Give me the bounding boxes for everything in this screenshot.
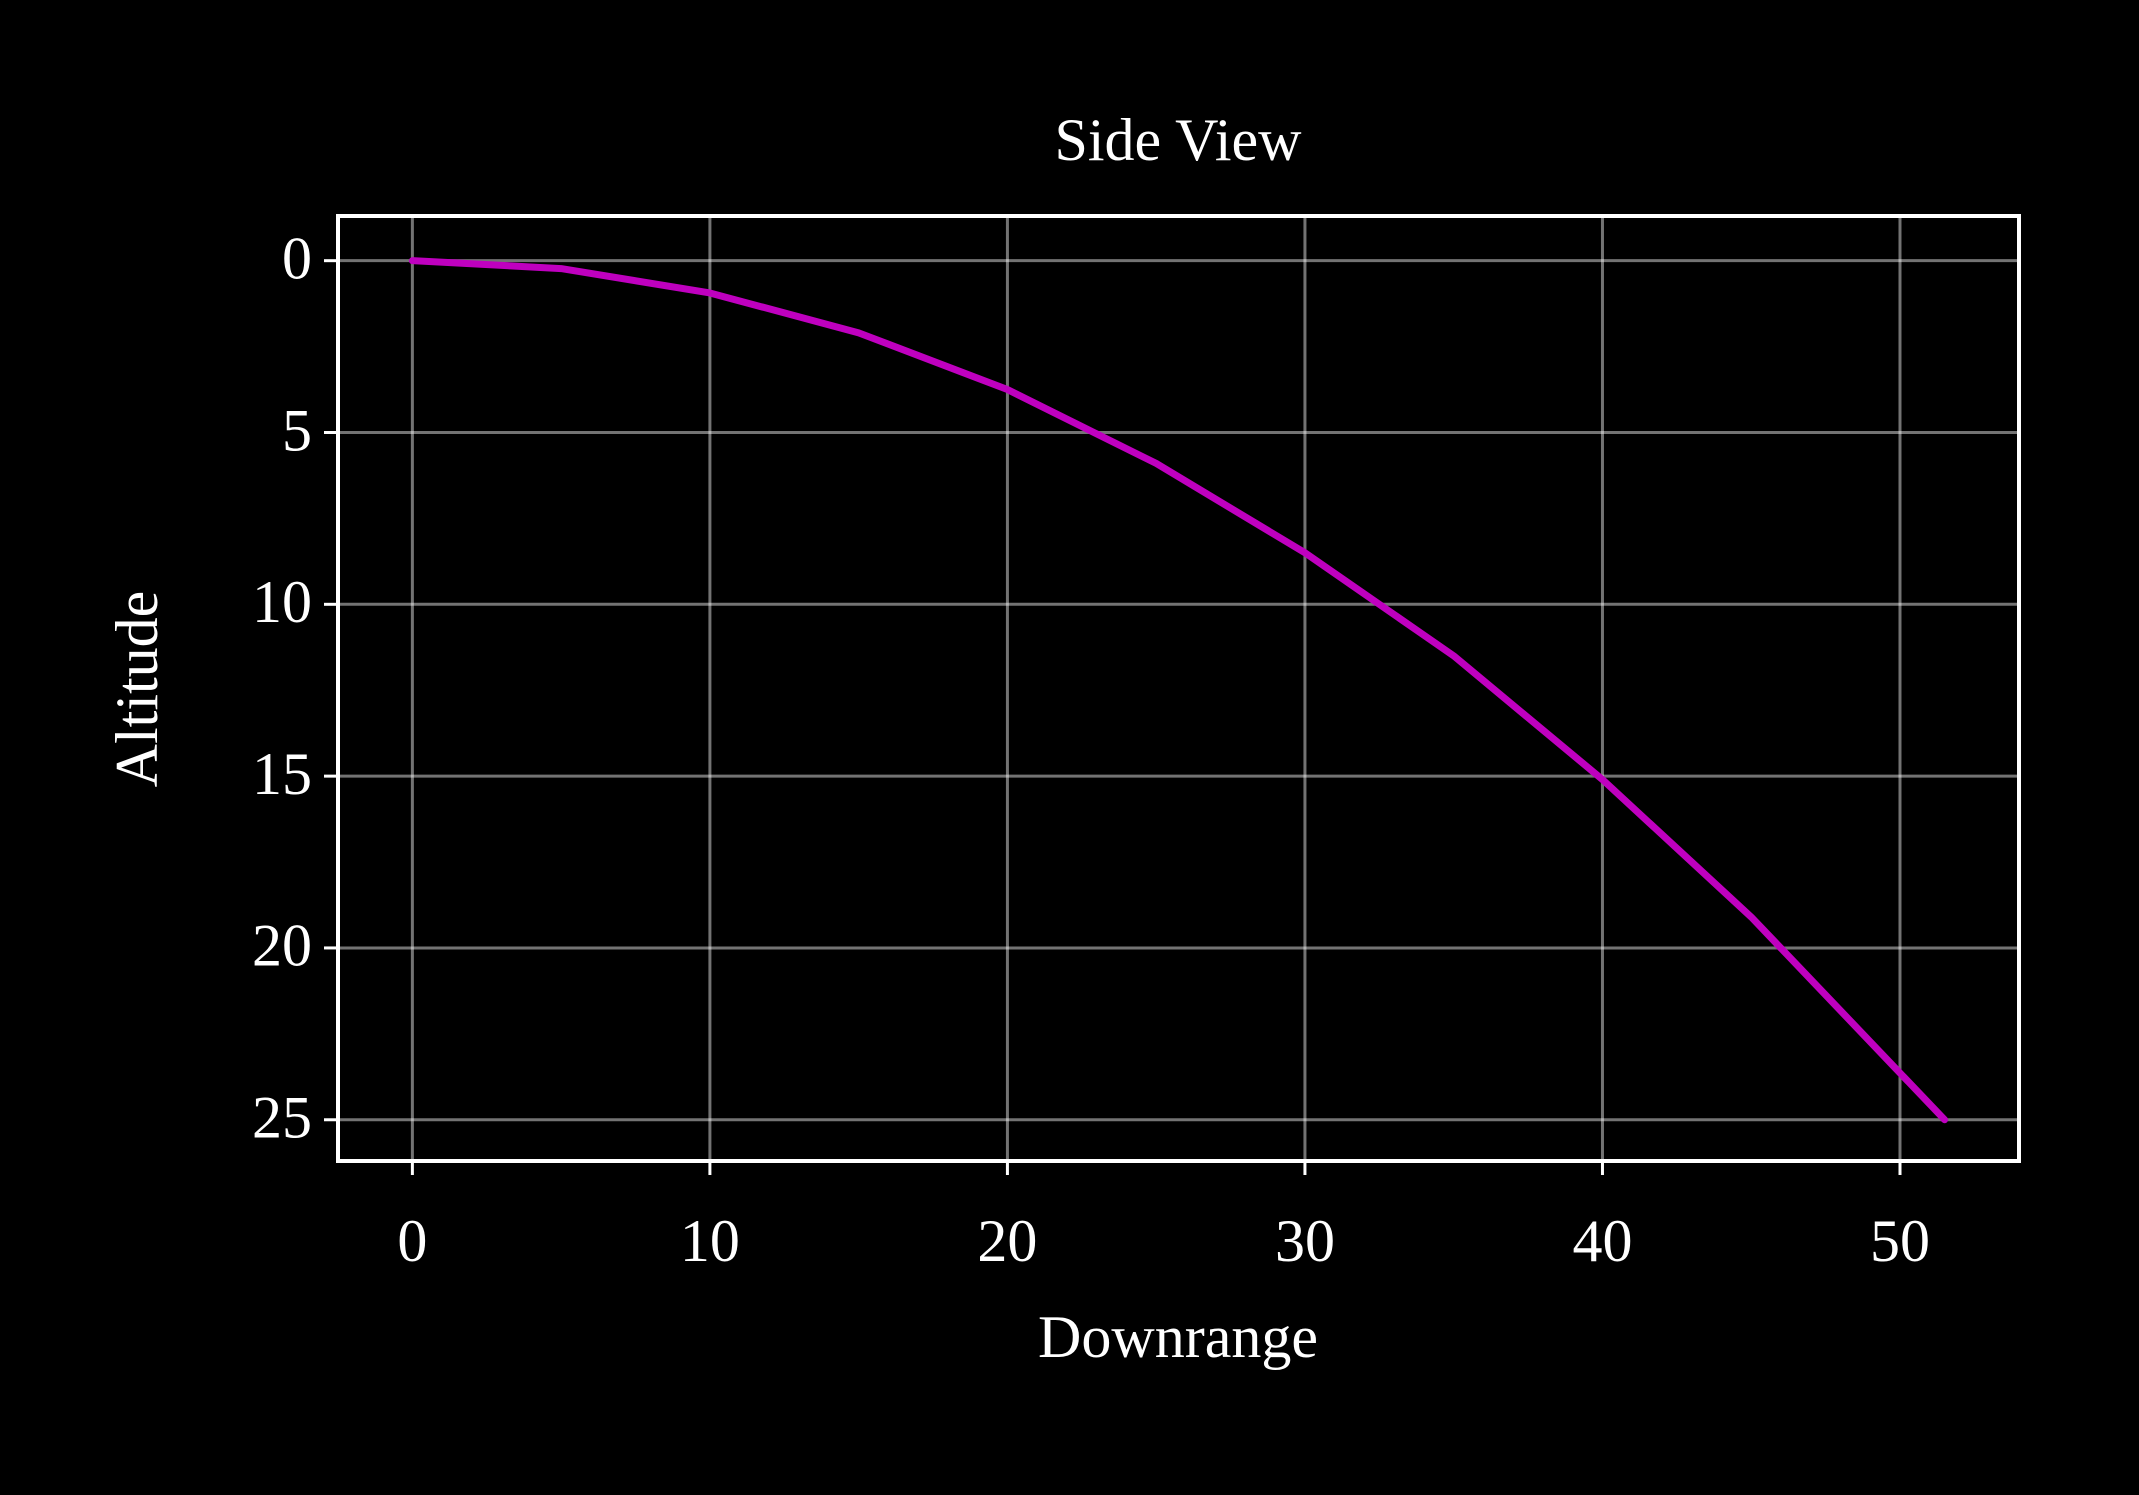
y-tick-label: 0 (282, 225, 312, 291)
y-tick-label: 25 (252, 1085, 312, 1151)
chart-title: Side View (1055, 107, 1303, 173)
x-tick-label: 30 (1275, 1208, 1335, 1274)
line-series (408, 257, 1949, 1124)
plot-frame (336, 214, 2021, 1163)
x-tick-label: 20 (977, 1208, 1037, 1274)
y-tick-label: 5 (282, 397, 312, 463)
x-tick-label: 10 (680, 1208, 740, 1274)
y-tick-label: 15 (252, 741, 312, 807)
y-axis-label: Altitude (104, 591, 170, 788)
y-tick-label: 10 (252, 569, 312, 635)
x-axis-label: Downrange (1038, 1304, 1318, 1370)
x-tick-label: 0 (397, 1208, 427, 1274)
y-tick-label: 20 (252, 913, 312, 979)
x-tick-label: 40 (1572, 1208, 1632, 1274)
x-tick-label: 50 (1870, 1208, 1930, 1274)
